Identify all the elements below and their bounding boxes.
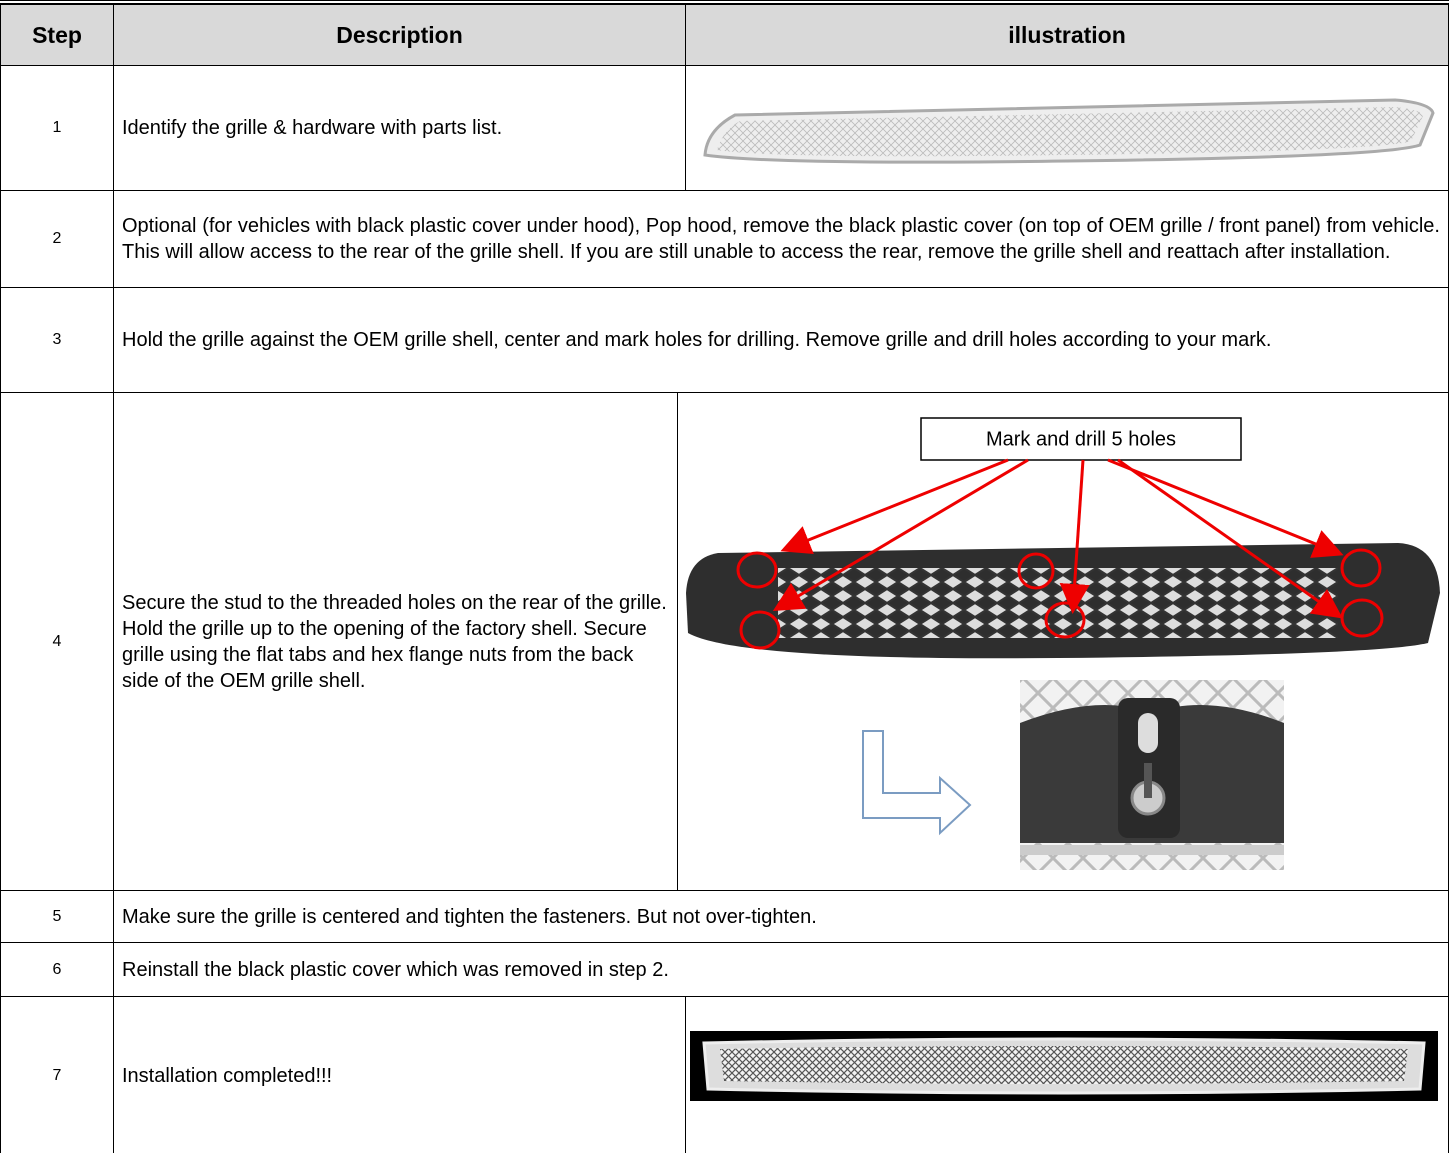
step-number: 7 bbox=[0, 996, 114, 1153]
step-description: Secure the stud to the threaded holes on… bbox=[113, 392, 678, 891]
text: Secure the stud to the threaded holes on… bbox=[122, 591, 667, 692]
installed-grille-image bbox=[690, 1031, 1438, 1101]
step-description: Optional (for vehicles with black plasti… bbox=[113, 190, 1449, 288]
top-rule bbox=[0, 0, 1449, 4]
text: Reinstall the black plastic cover which … bbox=[122, 958, 669, 981]
grille-image bbox=[703, 98, 1435, 164]
text: Installation completed!!! bbox=[122, 1065, 333, 1087]
step-number: 4 bbox=[0, 392, 114, 891]
header-step: Step bbox=[0, 4, 114, 66]
step-description: Reinstall the black plastic cover which … bbox=[113, 942, 1449, 997]
annotation: Mark and drill 5 holes bbox=[986, 428, 1176, 450]
step-description: Identify the grille & hardware with part… bbox=[113, 65, 686, 191]
grille-diagram: Mark and drill 5 holes bbox=[686, 417, 1440, 870]
text: Make sure the grille is centered and tig… bbox=[122, 905, 817, 928]
step-number: 1 bbox=[0, 65, 114, 191]
step-number: 2 bbox=[0, 190, 114, 288]
step-number: 5 bbox=[0, 890, 114, 943]
step-description: Installation completed!!! bbox=[113, 996, 686, 1153]
text: Optional (for vehicles with black plasti… bbox=[122, 215, 1440, 263]
step-description: Hold the grille against the OEM grille s… bbox=[113, 287, 1449, 393]
text: Hold the grille against the OEM grille s… bbox=[122, 329, 1272, 351]
header-description: Description bbox=[113, 4, 686, 66]
step-description: Make sure the grille is centered and tig… bbox=[113, 890, 1449, 943]
step-number: 6 bbox=[0, 942, 114, 997]
header-illustration: illustration bbox=[685, 4, 1449, 66]
text: Identify the grille & hardware with part… bbox=[122, 117, 503, 139]
step-number: 3 bbox=[0, 287, 114, 393]
